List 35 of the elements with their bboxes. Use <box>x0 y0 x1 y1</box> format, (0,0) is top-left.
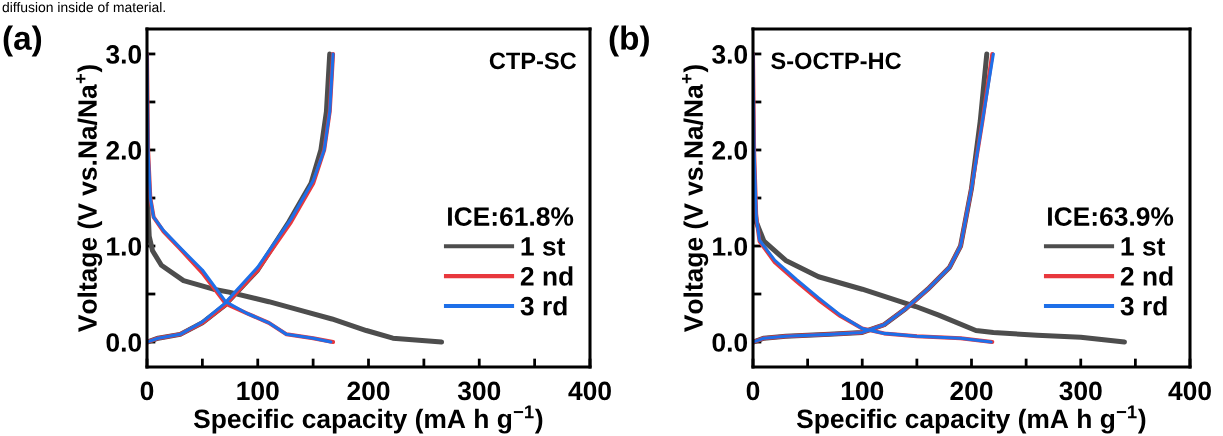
y-tick-label: 0.0 <box>106 333 142 352</box>
text: diffusion inside of material. <box>2 2 165 13</box>
x-tick-label: 200 <box>950 381 993 401</box>
y-tick-label: 2.0 <box>106 141 142 160</box>
x-tick-label: 400 <box>568 381 611 401</box>
y-axis-title: Voltage (V vs.Na/Na$^{+}$) <box>682 65 709 333</box>
x-tick-label: 100 <box>841 381 884 401</box>
x-axis-title: Specific capacity (mA h g$^{−1}$) <box>796 405 1146 434</box>
x-tick-label: 400 <box>1168 381 1211 401</box>
y-axis-title: Voltage (V vs.Na/Na$^{+}$) <box>76 65 103 333</box>
y-tick-label: 0.0 <box>712 333 748 352</box>
y-tick-label: 3.0 <box>712 45 748 64</box>
legend-label: 3 rd <box>520 296 567 316</box>
text: (a) <box>3 25 42 57</box>
x-tick-label: 300 <box>457 381 501 401</box>
legend-label: 1 st <box>521 237 566 256</box>
x-tick-label: 100 <box>237 381 279 401</box>
y-tick-label: 1.0 <box>713 237 748 256</box>
legend-title: ICE:63.9% <box>1048 207 1174 226</box>
legend-title: ICE:61.8% <box>448 207 574 226</box>
legend-label: 2 nd <box>520 266 573 286</box>
annotation: S-OCTP-HC <box>771 52 901 70</box>
y-tick-label: 3.0 <box>106 45 142 64</box>
legend-label: 2 nd <box>1120 266 1173 286</box>
legend-label: 1 st <box>1121 237 1166 256</box>
y-tick-label: 1.0 <box>107 237 142 256</box>
y-tick-label: 2.0 <box>712 141 748 160</box>
x-axis-title: Specific capacity (mA h g$^{−1}$) <box>193 405 543 434</box>
x-tick-label: 300 <box>1059 381 1102 401</box>
legend-label: 3 rd <box>1120 296 1167 316</box>
x-tick-label: 0 <box>746 381 760 401</box>
x-tick-label: 200 <box>347 381 390 401</box>
text: (b) <box>609 25 649 57</box>
annotation: CTP-SC <box>489 52 577 70</box>
x-tick-label: 0 <box>140 381 154 401</box>
